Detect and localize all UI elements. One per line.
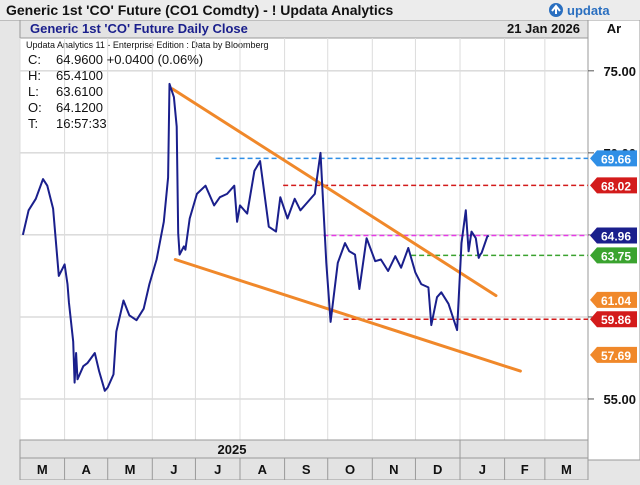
x-tick-label: S: [302, 462, 311, 477]
x-tick-label: J: [214, 462, 221, 477]
x-tick-label: M: [561, 462, 572, 477]
info-value: 65.4100: [56, 68, 103, 83]
level-tag: [590, 177, 637, 194]
year-strip: [19, 439, 589, 459]
x-tick-label: D: [433, 462, 442, 477]
level-tag: [590, 291, 637, 308]
last-value-tag-label: 64.96: [601, 230, 631, 244]
info-label: L:: [28, 84, 39, 99]
chart-header-strip: [19, 19, 589, 39]
level-tag: [590, 150, 637, 167]
chart-date: 21 Jan 2026: [507, 21, 580, 36]
trendline: [170, 87, 498, 298]
y-tick-label: 75.00: [603, 64, 636, 79]
last-value-tag: [590, 227, 637, 244]
price-chart[interactable]: Generic 1st 'CO' Future Daily Close 21 J…: [0, 19, 640, 481]
lines-layer: [21, 82, 588, 392]
trendline: [173, 258, 522, 373]
level-tag-label: 57.69: [601, 349, 631, 363]
info-label: T:: [28, 116, 38, 131]
gridlines: [19, 38, 588, 440]
level-tag-label: 68.02: [601, 179, 631, 193]
x-tick-label: A: [258, 462, 268, 477]
info-label: O:: [28, 100, 42, 115]
level-tag: [590, 311, 637, 328]
x-tick-label: N: [389, 462, 398, 477]
chart-title: Generic 1st 'CO' Future Daily Close: [30, 21, 248, 36]
x-tick-label: F: [521, 462, 529, 477]
ohlc-info: C: 64.9600 +0.0400 (0.06%) H: 65.4100 L: 63.6…: [28, 52, 203, 131]
info-value: 63.6100: [56, 84, 103, 99]
info-label: H:: [28, 68, 41, 83]
info-label: C:: [28, 52, 41, 67]
updata-logo-icon: [549, 3, 563, 17]
y-tick-label: 55.00: [603, 392, 636, 407]
level-tag: [590, 247, 637, 264]
x-tick-label: J: [170, 462, 177, 477]
info-value: 16:57:33: [56, 116, 107, 131]
level-tag-label: 69.66: [601, 152, 631, 166]
chart-frame[interactable]: Generic 1st 'CO' Future Daily Close 21 J…: [0, 19, 640, 481]
x-tick-label: M: [37, 462, 48, 477]
window-title: Generic 1st 'CO' Future (CO1 Comdty) - !…: [6, 2, 394, 18]
level-tag-label: 61.04: [601, 294, 631, 308]
axis-tag: Ar: [607, 21, 621, 36]
info-value: 64.1200: [56, 100, 103, 115]
info-value: 64.9600 +0.0400 (0.06%): [56, 52, 203, 67]
updata-logo-text: updata: [567, 2, 610, 18]
x-tick-label: A: [81, 462, 91, 477]
level-tag: [590, 346, 637, 363]
updata-logo: updata: [548, 1, 610, 19]
x-tick-label: M: [125, 462, 136, 477]
chart-subtitle: Updata Analytics 11 - Enterprise Edition…: [26, 40, 268, 50]
plot-area: [19, 19, 589, 461]
level-tag-label: 59.86: [601, 313, 631, 327]
year-label: 2025: [218, 442, 247, 457]
x-tick-label: J: [479, 462, 486, 477]
x-tick-label: O: [345, 462, 355, 477]
price-line: [21, 82, 490, 392]
level-tag-label: 63.75: [601, 249, 631, 263]
window-title-bar: Generic 1st 'CO' Future (CO1 Comdty) - !…: [0, 0, 640, 21]
